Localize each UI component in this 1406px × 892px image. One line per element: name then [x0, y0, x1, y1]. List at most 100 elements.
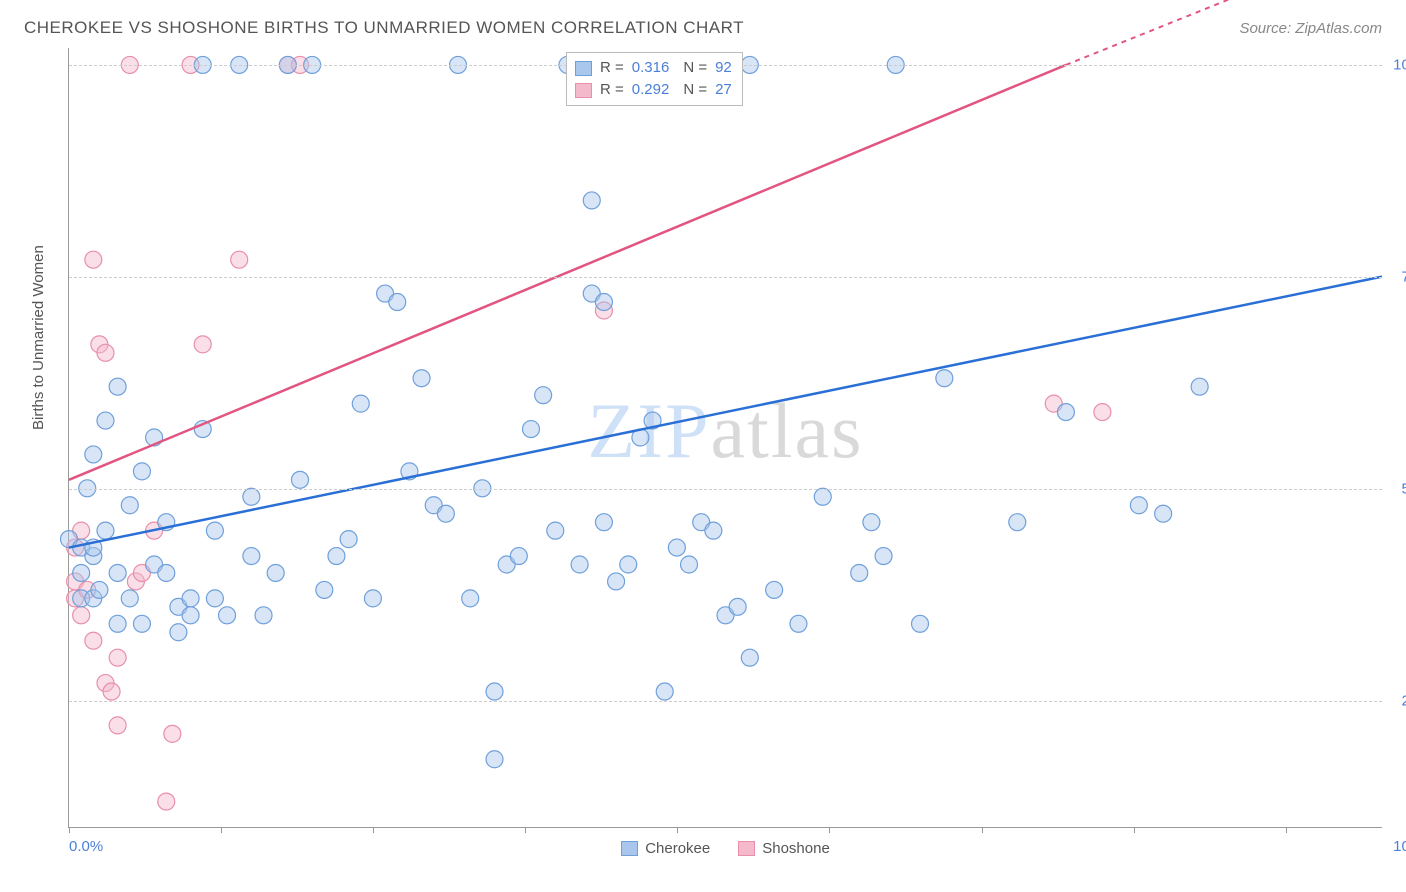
data-point	[97, 344, 114, 361]
x-tick-label: 100.0%	[1393, 838, 1406, 855]
x-tick	[1286, 827, 1287, 833]
r-value: 0.292	[632, 79, 670, 101]
data-point	[790, 615, 807, 632]
data-point	[231, 251, 248, 268]
data-point	[729, 598, 746, 615]
data-point	[182, 607, 199, 624]
data-point	[85, 251, 102, 268]
data-point	[340, 531, 357, 548]
data-point	[194, 336, 211, 353]
data-point	[668, 539, 685, 556]
data-point	[352, 395, 369, 412]
data-point	[1094, 404, 1111, 421]
plot-area: ZIPatlas Cherokee Shoshone 0.0% 100.0% 2…	[68, 48, 1382, 828]
data-point	[413, 370, 430, 387]
data-point	[389, 294, 406, 311]
x-tick	[69, 827, 70, 833]
data-point	[1009, 514, 1026, 531]
data-point	[486, 751, 503, 768]
data-point	[73, 607, 90, 624]
data-point	[595, 514, 612, 531]
data-point	[109, 615, 126, 632]
chart-title: CHEROKEE VS SHOSHONE BIRTHS TO UNMARRIED…	[24, 18, 744, 38]
gridline	[69, 701, 1382, 702]
y-tick-label: 75.0%	[1388, 268, 1406, 285]
swatch-icon	[575, 83, 592, 98]
swatch-icon	[575, 61, 592, 76]
data-point	[522, 421, 539, 438]
data-point	[121, 590, 138, 607]
data-point	[109, 717, 126, 734]
data-point	[206, 590, 223, 607]
data-point	[291, 471, 308, 488]
legend-top: R = 0.316 N = 92 R = 0.292 N = 27	[566, 52, 743, 106]
data-point	[109, 378, 126, 395]
data-point	[766, 581, 783, 598]
legend-label: Shoshone	[762, 840, 830, 857]
legend-row: R = 0.292 N = 27	[575, 79, 732, 101]
data-point	[583, 192, 600, 209]
swatch-icon	[621, 841, 638, 856]
data-point	[595, 294, 612, 311]
x-tick	[677, 827, 678, 833]
n-label: N =	[683, 57, 707, 79]
data-point	[182, 590, 199, 607]
data-point	[875, 548, 892, 565]
n-value: 27	[715, 79, 732, 101]
data-point	[620, 556, 637, 573]
trend-line	[69, 277, 1382, 548]
data-point	[364, 590, 381, 607]
data-point	[571, 556, 588, 573]
trend-line	[69, 65, 1066, 480]
data-point	[170, 624, 187, 641]
y-tick-label: 25.0%	[1388, 692, 1406, 709]
data-point	[243, 548, 260, 565]
data-point	[1155, 505, 1172, 522]
x-tick	[829, 827, 830, 833]
data-point	[863, 514, 880, 531]
data-point	[267, 564, 284, 581]
data-point	[97, 522, 114, 539]
data-point	[705, 522, 722, 539]
data-point	[255, 607, 272, 624]
data-point	[109, 649, 126, 666]
data-point	[936, 370, 953, 387]
x-tick	[525, 827, 526, 833]
data-point	[656, 683, 673, 700]
data-point	[1057, 404, 1074, 421]
data-point	[1191, 378, 1208, 395]
r-label: R =	[600, 79, 624, 101]
data-point	[206, 522, 223, 539]
x-tick-label: 0.0%	[69, 838, 103, 855]
x-tick	[373, 827, 374, 833]
gridline	[69, 277, 1382, 278]
x-tick	[982, 827, 983, 833]
data-point	[103, 683, 120, 700]
data-point	[1130, 497, 1147, 514]
data-point	[328, 548, 345, 565]
data-point	[510, 548, 527, 565]
legend-label: Cherokee	[645, 840, 710, 857]
y-tick-label: 50.0%	[1388, 480, 1406, 497]
y-tick-label: 100.0%	[1388, 56, 1406, 73]
data-point	[437, 505, 454, 522]
gridline	[69, 489, 1382, 490]
data-point	[316, 581, 333, 598]
data-point	[219, 607, 236, 624]
source-label: Source: ZipAtlas.com	[1239, 20, 1382, 37]
data-point	[681, 556, 698, 573]
n-label: N =	[683, 79, 707, 101]
legend-item-cherokee: Cherokee	[621, 840, 710, 857]
data-point	[133, 463, 150, 480]
data-point	[109, 564, 126, 581]
data-point	[121, 497, 138, 514]
data-point	[158, 793, 175, 810]
legend-row: R = 0.316 N = 92	[575, 57, 732, 79]
data-point	[91, 581, 108, 598]
data-point	[164, 725, 181, 742]
r-value: 0.316	[632, 57, 670, 79]
swatch-icon	[738, 841, 755, 856]
legend-item-shoshone: Shoshone	[738, 840, 830, 857]
data-point	[85, 632, 102, 649]
data-point	[158, 564, 175, 581]
